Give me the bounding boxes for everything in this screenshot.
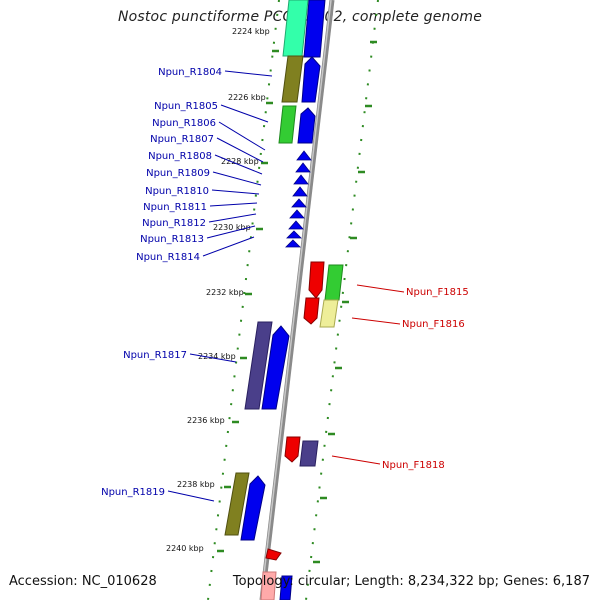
gene-label-r1810[interactable]: Npun_R1810 (145, 186, 209, 197)
scale-label: 2226 kbp (228, 93, 266, 102)
gene-label-r1812[interactable]: Npun_R1812 (142, 218, 206, 229)
gene-block-olive (281, 55, 304, 103)
gene-block-yellow (319, 299, 339, 328)
gene-block-purple (299, 440, 319, 467)
leader-line (220, 104, 269, 123)
gene-block-purple (244, 321, 273, 410)
gene-label-f1818[interactable]: Npun_F1818 (382, 460, 445, 471)
leader-line (167, 490, 215, 502)
gene-block-green (278, 105, 297, 144)
leader-line (331, 455, 381, 465)
gene-arrow-reverse (301, 56, 321, 103)
scale-tick-marks (217, 49, 279, 553)
leader-line (216, 137, 264, 163)
leader-line (351, 317, 401, 325)
gene-arrow-small (293, 174, 309, 185)
gene-label-r1813[interactable]: Npun_R1813 (140, 234, 204, 245)
gene-label-r1806[interactable]: Npun_R1806 (152, 118, 216, 129)
scale-label: 2234 kbp (198, 352, 236, 361)
leader-line (211, 189, 260, 195)
gene-arrow-small (289, 209, 305, 219)
gene-block-red (284, 436, 301, 463)
gene-block-red (303, 297, 320, 325)
gene-label-r1811[interactable]: Npun_R1811 (143, 202, 207, 213)
gene-arrow-cluster (285, 150, 312, 248)
leader-line (224, 70, 273, 77)
gene-label-r1809[interactable]: Npun_R1809 (146, 168, 210, 179)
gene-label-r1814[interactable]: Npun_R1814 (136, 252, 200, 263)
scale-label: 2232 kbp (206, 288, 244, 297)
scale-label: 2230 kbp (213, 223, 251, 232)
reverse-gene-labels: Npun_R1804 Npun_R1805 Npun_R1806 Npun_R1… (101, 67, 222, 498)
right-tick-marks (313, 40, 377, 564)
gene-arrow-small (296, 150, 312, 161)
scale-label: 2240 kbp (166, 544, 204, 553)
scale-label: 2236 kbp (187, 416, 225, 425)
gene-block-pink (260, 571, 277, 600)
gene-block-red (265, 548, 282, 561)
leader-line (356, 284, 405, 293)
gene-arrow-small (295, 162, 311, 173)
gene-label-r1805[interactable]: Npun_R1805 (154, 101, 218, 112)
reverse-label-leaders (167, 70, 273, 502)
leader-line (208, 213, 257, 223)
forward-gene-labels: Npun_F1815 Npun_F1816 Npun_F1818 (382, 287, 469, 471)
gene-label-r1804[interactable]: Npun_R1804 (158, 67, 222, 78)
scale-labels: 2224 kbp 2226 kbp 2228 kbp 2230 kbp 2232… (166, 27, 270, 553)
gene-label-f1815[interactable]: Npun_F1815 (406, 287, 469, 298)
gene-arrow-small (285, 239, 301, 248)
accession-text: Accession: NC_010628 (9, 574, 157, 589)
gene-label-r1817[interactable]: Npun_R1817 (123, 350, 187, 361)
left-dotted-rail (207, 0, 280, 600)
gene-arrow-reverse (261, 325, 290, 410)
leader-line (218, 121, 266, 151)
gene-arrow-small (288, 220, 304, 230)
gene-arrow-small (291, 198, 307, 208)
genome-summary-text: Topology: circular; Length: 8,234,322 bp… (232, 574, 590, 589)
gene-label-f1816[interactable]: Npun_F1816 (402, 319, 465, 330)
leader-line (209, 202, 258, 207)
gene-arrow-reverse (240, 475, 266, 541)
gene-block-cyan (282, 0, 309, 57)
gene-block-green (324, 264, 344, 301)
leader-line (212, 171, 262, 186)
gene-label-r1819[interactable]: Npun_R1819 (101, 487, 165, 498)
forward-label-leaders (331, 284, 405, 465)
gene-block-olive (224, 472, 250, 536)
leader-line (202, 236, 255, 257)
gene-arrow-reverse (297, 107, 316, 144)
gene-arrow-small (292, 186, 308, 197)
genome-backbone (259, 0, 335, 600)
leader-line (214, 154, 263, 175)
leader-line (189, 353, 237, 363)
gene-arrow-small (286, 230, 302, 239)
gene-label-r1808[interactable]: Npun_R1808 (148, 151, 212, 162)
leader-line (206, 225, 256, 239)
scale-label: 2228 kbp (221, 157, 259, 166)
genome-backbone-highlight (260, 0, 332, 600)
scale-label: 2238 kbp (177, 480, 215, 489)
gene-arrow-reverse (279, 575, 293, 600)
gene-label-r1807[interactable]: Npun_R1807 (150, 134, 214, 145)
gene-arrow-reverse (303, 0, 326, 58)
scale-label: 2224 kbp (232, 27, 270, 36)
gene-block-red (308, 261, 325, 299)
